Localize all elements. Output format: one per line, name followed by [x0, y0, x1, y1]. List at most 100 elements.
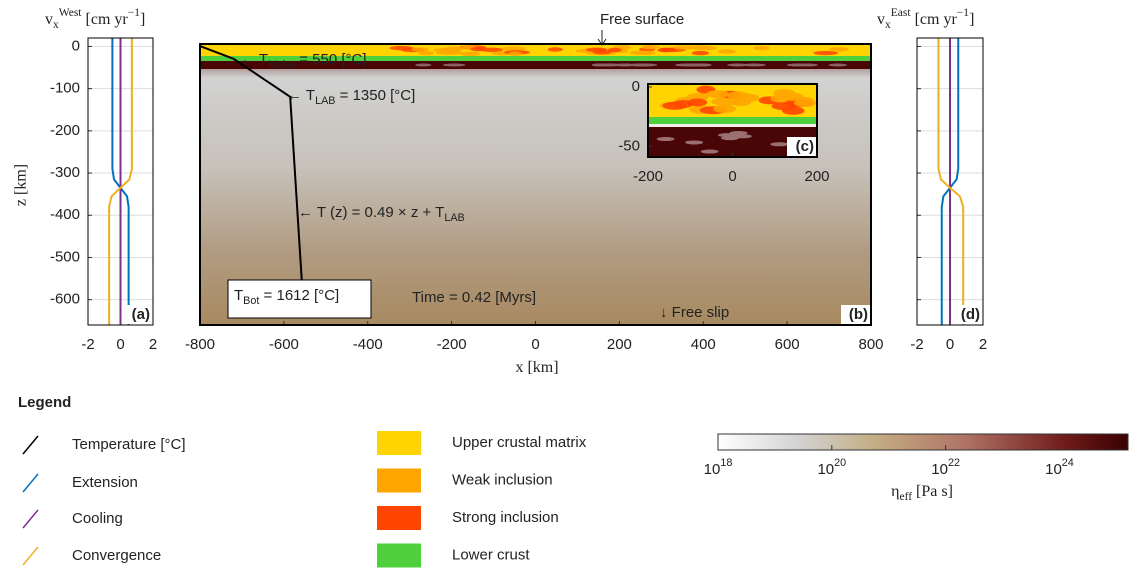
colorbar [718, 434, 1128, 450]
annotation: ← T (z) = 0.49 × z + TLAB [298, 204, 465, 224]
inclusion [630, 51, 656, 55]
colorbar-tick-label-part: 10 [1045, 461, 1062, 478]
x-tick-label: -800 [185, 336, 215, 353]
annotation: Time = 0.42 [Myrs] [412, 289, 536, 306]
inclusion [787, 64, 808, 67]
panel-label: (a) [132, 306, 150, 323]
colorbar-label-part: η [891, 483, 899, 500]
inclusion [415, 64, 431, 67]
legend-line [23, 474, 38, 492]
axis-title-part: ] [140, 11, 145, 28]
axis-title-part: x [885, 19, 891, 31]
axis-title-part: ] [969, 11, 974, 28]
legend-label: Lower crust [452, 546, 530, 563]
annotation-part: = 550 [°C] [295, 51, 366, 68]
annotation-part: ← T [287, 87, 315, 104]
x-axis-label-part: x [km] [515, 359, 558, 376]
y-tick-label: 0 [72, 37, 80, 54]
moho-line [648, 124, 817, 127]
axis-title-part: v [877, 11, 885, 28]
lower-crust [648, 117, 817, 124]
colorbar-tick-label: 1022 [931, 457, 960, 478]
inclusion [692, 51, 709, 55]
axis-title-part: −1 [128, 7, 140, 19]
inclusion [641, 45, 660, 49]
x-tick-label: 2 [149, 336, 157, 353]
legend-line [23, 510, 38, 528]
annotation-part: ← T [240, 51, 268, 68]
x-axis-label: x [km] [515, 359, 558, 376]
inclusion [633, 64, 657, 67]
legend-swatch [377, 469, 421, 493]
legend-title: Legend [18, 394, 71, 411]
x-tick-label: -200 [437, 336, 467, 353]
y-tick-label: -50 [618, 137, 640, 154]
x-tick-label: 0 [116, 336, 124, 353]
x-tick-label: 800 [858, 336, 883, 353]
x-tick-label: 0 [946, 336, 954, 353]
inclusion [770, 142, 788, 146]
x-tick-label: 600 [775, 336, 800, 353]
legend-label: Convergence [72, 547, 161, 564]
colorbar-tick-label-part: 24 [1062, 457, 1074, 469]
legend-label: Cooling [72, 510, 123, 527]
x-tick-label: 200 [607, 336, 632, 353]
axis-title-part: East [891, 7, 912, 19]
inclusion [753, 46, 769, 50]
inclusion [695, 46, 717, 50]
inclusion [706, 90, 729, 98]
axis-title-part: x [53, 19, 59, 31]
panel-label: (c) [796, 138, 814, 155]
inclusion [657, 137, 675, 141]
annotation: ← TMoho = 550 [°C] [240, 51, 367, 71]
x-tick-label: -2 [910, 336, 923, 353]
inclusion [685, 140, 703, 144]
colorbar-label-part: [Pa s] [912, 483, 953, 500]
inclusion [698, 64, 712, 67]
inclusion [713, 105, 736, 113]
annotation-part: = 1612 [°C] [259, 287, 339, 304]
axis-title-part: −1 [957, 7, 969, 19]
axis-title-part: West [59, 7, 83, 19]
panel-label: (b) [849, 306, 868, 323]
inclusion [718, 49, 736, 53]
inclusion [829, 47, 849, 51]
inclusion [436, 50, 463, 54]
x-tick-label: -2 [81, 336, 94, 353]
annotation: ← TLAB = 1350 [°C] [287, 87, 415, 107]
inclusion [688, 98, 708, 106]
y-tick-label: 0 [632, 78, 640, 95]
annotation-part: LAB [315, 95, 335, 107]
inclusion [548, 47, 563, 51]
colorbar-tick-label-part: 18 [720, 457, 732, 469]
inclusion [470, 47, 484, 51]
inclusion [673, 45, 693, 49]
legend-label: Extension [72, 474, 138, 491]
figure: -600-500-400-300-200-1000-202(a)-800-600… [0, 0, 1129, 569]
inclusion [658, 48, 673, 52]
colorbar-tick-label-part: 10 [817, 461, 834, 478]
annotation: Free surface [600, 11, 684, 28]
colorbar-label-part: eff [899, 491, 912, 503]
inclusion [772, 102, 796, 110]
colorbar-tick-label-part: 10 [931, 461, 948, 478]
inclusion [390, 46, 414, 50]
axis-title-part: [cm yr [82, 11, 129, 28]
legend-swatch [377, 431, 421, 455]
x-tick-label: -200 [633, 168, 663, 185]
inclusion [419, 51, 434, 55]
y-tick-label: -600 [50, 291, 80, 308]
inclusion [460, 52, 480, 56]
inclusion [701, 150, 719, 154]
inclusion [586, 47, 608, 51]
panel-label: (d) [961, 306, 980, 323]
x-tick-label: -600 [269, 336, 299, 353]
x-tick-label: 2 [979, 336, 987, 353]
x-tick-label: 400 [691, 336, 716, 353]
legend-label: Weak inclusion [452, 471, 553, 488]
axis-title-part: v [45, 11, 53, 28]
inclusion [734, 134, 752, 138]
annotation-part: ← T (z) = 0.49 × z + T [298, 204, 444, 221]
legend-label: Upper crustal matrix [452, 434, 587, 451]
inclusion [508, 51, 522, 55]
